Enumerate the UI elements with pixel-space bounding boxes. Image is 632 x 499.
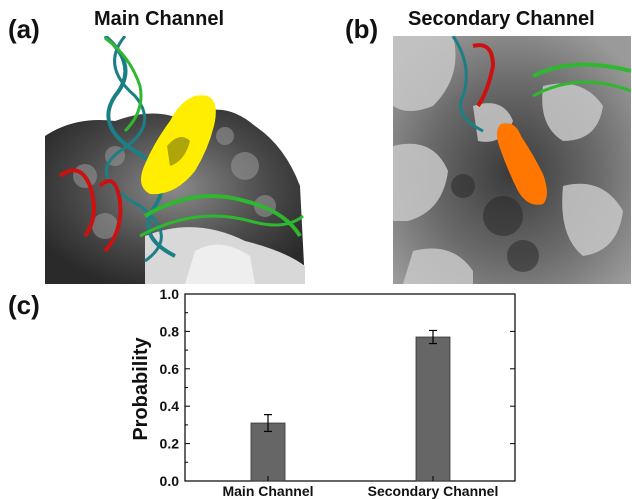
error-bars: [264, 329, 437, 433]
y-axis-label: Probability: [130, 336, 152, 440]
dna-helix-green: [143, 194, 302, 238]
dna-helix-teal: [451, 36, 484, 133]
y-tick-label: 0.6: [160, 361, 180, 377]
panel-c-label: (c): [8, 290, 40, 320]
panel-a-title: Main Channel: [94, 8, 225, 30]
panel-b-label: (b): [345, 14, 379, 44]
bar-secondary-channel: [415, 336, 451, 482]
dna-helix-teal: [103, 36, 176, 258]
probability-bar-chart: 0.0 0.2 0.4 0.6 0.8 1.0 Main Channel Secondary…: [130, 289, 516, 499]
y-tick-label: 0.8: [160, 323, 180, 339]
rna-strand: [472, 43, 496, 108]
panel-b-title: Secondary Channel: [408, 8, 595, 30]
dna-helix-green: [532, 62, 631, 78]
y-tick-label: 0.0: [160, 473, 180, 489]
x-tick-label: Secondary Channel: [368, 483, 499, 499]
y-tick-label: 0.2: [160, 436, 180, 452]
y-tick-label: 1.0: [160, 289, 180, 302]
panel-a-label: (a): [8, 14, 40, 44]
x-axis-labels: Main Channel Secondary Channel: [222, 476, 498, 499]
secondary-channel-render: [393, 36, 631, 284]
rna-strand: [58, 168, 123, 253]
plot-frame: [184, 293, 516, 482]
y-axis: 0.0 0.2 0.4 0.6 0.8 1.0: [160, 289, 515, 489]
bars: [250, 336, 451, 482]
main-channel-render: [45, 36, 305, 284]
y-tick-label: 0.4: [160, 398, 180, 414]
x-tick-label: Main Channel: [222, 483, 313, 499]
secondary-channel-blob: [497, 123, 547, 205]
